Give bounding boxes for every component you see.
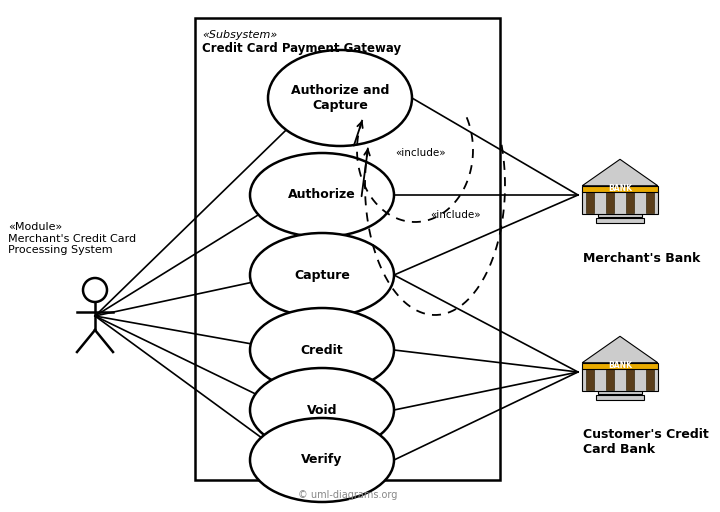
Text: BANK: BANK — [608, 361, 632, 370]
Text: BANK: BANK — [608, 184, 632, 193]
Text: © uml-diagrams.org: © uml-diagrams.org — [298, 490, 397, 500]
Bar — [582, 186, 658, 191]
Ellipse shape — [250, 308, 394, 392]
Bar — [586, 191, 593, 214]
Bar — [598, 213, 642, 217]
Polygon shape — [582, 336, 658, 363]
Bar — [582, 191, 658, 214]
Text: Customer's Credit
Card Bank: Customer's Credit Card Bank — [583, 428, 708, 456]
Bar — [626, 191, 634, 214]
Bar — [582, 368, 658, 391]
Ellipse shape — [250, 418, 394, 502]
Bar — [598, 390, 642, 394]
Bar — [596, 395, 644, 400]
Text: Capture: Capture — [294, 268, 350, 282]
Bar — [626, 369, 634, 391]
Ellipse shape — [250, 153, 394, 237]
Text: Credit: Credit — [301, 344, 343, 356]
Bar — [195, 18, 500, 480]
Text: Authorize and
Capture: Authorize and Capture — [291, 84, 390, 112]
Bar — [606, 191, 613, 214]
Ellipse shape — [250, 368, 394, 452]
Text: Merchant's Bank: Merchant's Bank — [583, 252, 701, 265]
Bar — [582, 363, 658, 369]
Polygon shape — [582, 159, 658, 186]
Text: Verify: Verify — [301, 454, 343, 466]
Text: «include»: «include» — [395, 148, 446, 158]
Text: Void: Void — [307, 403, 337, 416]
Text: Authorize: Authorize — [288, 188, 356, 202]
Bar — [586, 369, 593, 391]
Text: «include»: «include» — [430, 210, 481, 220]
Ellipse shape — [268, 50, 412, 146]
Bar — [647, 369, 654, 391]
Bar — [647, 191, 654, 214]
Ellipse shape — [250, 233, 394, 317]
Text: «Module»
Merchant's Credit Card
Processing System: «Module» Merchant's Credit Card Processi… — [8, 222, 136, 255]
Text: Credit Card Payment Gateway: Credit Card Payment Gateway — [202, 42, 401, 55]
Bar — [596, 218, 644, 223]
Text: «Subsystem»: «Subsystem» — [202, 30, 277, 40]
Bar — [606, 369, 613, 391]
